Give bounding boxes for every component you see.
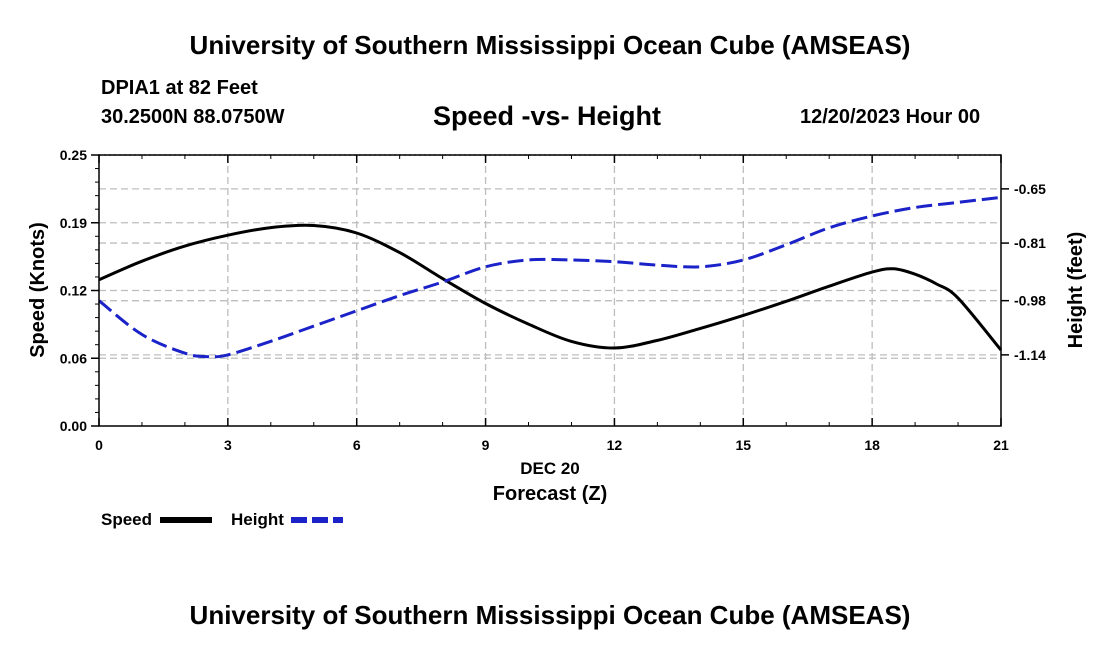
x-tick-label: 21 [993,437,1009,453]
y-tick-label: 0.25 [60,147,87,163]
chart-subtitle: Speed -vs- Height [433,101,662,131]
forecast-datetime: 12/20/2023 Hour 00 [800,106,981,128]
footer-title: University of Southern Mississippi Ocean… [189,600,911,630]
x-tick-label: 0 [95,437,103,453]
y-tick-label: 0.19 [60,215,87,231]
legend: Speed Height [101,510,343,529]
x-tick-label: 9 [482,437,490,453]
x-tick-label: 6 [353,437,361,453]
legend-speed-label: Speed [101,510,152,529]
x-tick-label: 3 [224,437,232,453]
y-tick-label: 0.06 [60,350,87,366]
y-tick-label: 0.00 [60,418,87,434]
x-tick-label: 18 [864,437,880,453]
y2-tick-label: -0.98 [1014,293,1046,309]
x-tick-label: 15 [735,437,751,453]
grid-lines [99,154,1001,426]
series-line-speed [98,223,1003,352]
axis-ticks: 0 3 6 9 12 15 18 21 0.00 0.06 0.12 0.19 0.25 -1.14 -0.… [60,147,1046,453]
y-tick-label: 0.12 [60,283,87,299]
y2-tick-label: -1.14 [1014,347,1046,363]
series-line-height [98,195,1002,359]
series-lines [98,195,1003,359]
y-axis-label: Speed (Knots) [27,222,49,358]
y2-axis-label: Height (feet) [1065,232,1087,349]
coordinates-label: 30.2500N 88.0750W [101,106,285,128]
chart-title: University of Southern Mississippi Ocean… [189,30,911,60]
station-label: DPIA1 at 82 Feet [101,77,258,99]
legend-height-label: Height [231,510,284,529]
x-date-label: DEC 20 [520,459,580,478]
x-tick-label: 12 [607,437,623,453]
x-axis-label: Forecast (Z) [493,483,607,505]
y2-tick-label: -0.81 [1014,235,1046,251]
y2-tick-label: -0.65 [1014,181,1046,197]
